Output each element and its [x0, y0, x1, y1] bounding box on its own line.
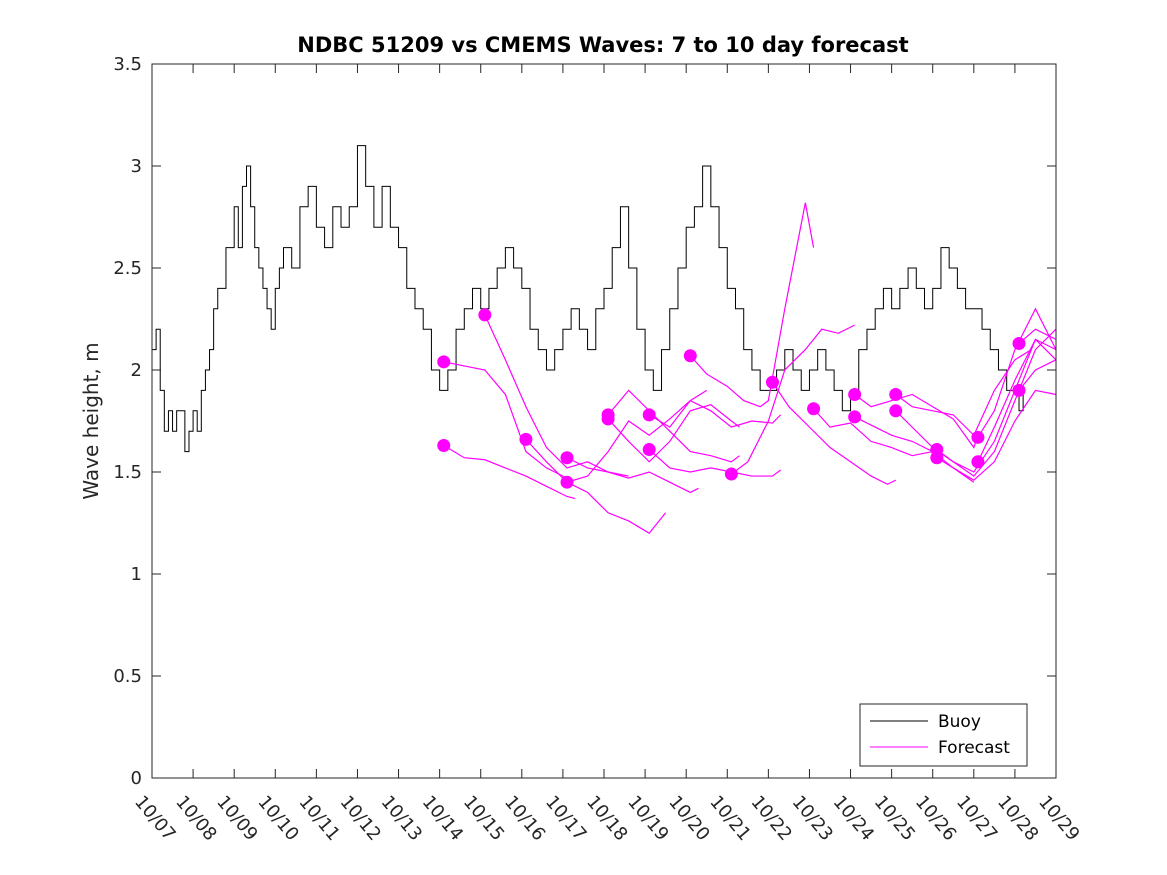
x-tick-label: 10/17: [541, 792, 590, 845]
forecast-line: [895, 349, 1032, 437]
y-axis-label: Wave height, m: [79, 342, 103, 499]
forecast-start-marker: [642, 408, 656, 422]
legend: Buoy Forecast: [859, 703, 1028, 767]
forecast-start-marker: [889, 387, 903, 401]
x-tick-label: 10/22: [747, 792, 796, 845]
forecast-line: [443, 361, 568, 479]
legend-buoy-label: Buoy: [938, 712, 981, 732]
forecast-line: [977, 307, 1057, 438]
y-tick-label: 1.5: [113, 462, 142, 483]
forecast-start-marker: [478, 308, 492, 322]
forecast-start-marker: [724, 467, 738, 481]
x-tick-label: 10/15: [459, 792, 508, 845]
forecast-start-marker: [971, 455, 985, 469]
forecast-start-marker: [560, 475, 574, 489]
x-tick-label: 10/11: [295, 792, 344, 845]
forecast-line: [566, 457, 699, 494]
forecast-start-marker: [971, 430, 985, 444]
y-tick-label: 0.5: [113, 666, 142, 687]
forecast-start-marker: [642, 443, 656, 457]
x-tick-label: 10/16: [500, 792, 549, 845]
forecast-start-marker: [519, 432, 533, 446]
x-tick-label: 10/29: [1034, 792, 1083, 845]
x-tick-label: 10/28: [993, 792, 1042, 845]
forecast-start-marker: [848, 387, 862, 401]
forecast-line: [936, 389, 1057, 481]
forecast-start-marker: [1012, 336, 1026, 350]
y-tick-label: 3.5: [113, 54, 142, 75]
forecast-line: [607, 404, 740, 463]
forecast-line: [648, 449, 782, 477]
forecast-line: [977, 338, 1057, 463]
y-tick-label: 1: [131, 564, 142, 585]
forecast-start-marker: [930, 451, 944, 465]
forecast-line: [484, 314, 629, 477]
forecast-start-marker: [683, 349, 697, 363]
y-tick-label: 0: [131, 768, 142, 789]
x-tick-label: 10/12: [336, 792, 385, 845]
x-tick-label: 10/10: [253, 792, 302, 845]
buoy-line: [152, 145, 1024, 453]
forecast-line: [525, 438, 667, 534]
x-tick-label: 10/19: [623, 792, 672, 845]
forecast-line: [854, 393, 979, 449]
forecast-start-marker: [1012, 383, 1026, 397]
forecast-start-marker: [437, 438, 451, 452]
forecast-line: [731, 324, 855, 475]
forecast-line: [895, 338, 1057, 473]
forecast-line: [648, 399, 782, 428]
y-axis: 0 0.5 1 1.5 2 2.5 3 3.5: [113, 54, 1056, 789]
x-tick-label: 10/14: [418, 792, 467, 845]
forecast-line: [566, 389, 708, 483]
x-tick-label: 10/25: [870, 792, 919, 845]
forecast-line: [813, 408, 942, 457]
x-tick-label: 10/09: [212, 792, 261, 845]
forecast-line: [689, 202, 815, 408]
y-tick-label: 2: [131, 360, 142, 381]
x-tick-label: 10/27: [952, 792, 1001, 845]
forecast-line: [443, 444, 576, 500]
buoy-series: [152, 145, 1024, 453]
forecast-start-marker: [889, 404, 903, 418]
legend-box: [859, 703, 1028, 767]
x-tick-label: 10/20: [664, 792, 713, 845]
chart-title: NDBC 51209 vs CMEMS Waves: 7 to 10 day f…: [297, 33, 908, 57]
forecast-start-marker: [601, 412, 615, 426]
x-tick-label: 10/08: [171, 792, 220, 845]
forecast-series-group: [437, 202, 1057, 534]
forecast-start-marker: [848, 410, 862, 424]
x-tick-label: 10/23: [788, 792, 837, 845]
y-tick-label: 3: [131, 156, 142, 177]
forecast-line: [936, 328, 1057, 477]
forecast-line: [607, 389, 740, 463]
forecast-line: [1018, 359, 1057, 391]
forecast-line: [771, 381, 897, 485]
forecast-start-marker: [765, 375, 779, 389]
x-tick-label: 10/24: [829, 792, 878, 845]
forecast-start-marker: [437, 355, 451, 369]
forecast-line: [854, 416, 975, 483]
legend-forecast-label: Forecast: [938, 738, 1010, 758]
y-tick-label: 2.5: [113, 258, 142, 279]
forecast-start-marker: [807, 402, 821, 416]
x-tick-label: 10/18: [582, 792, 631, 845]
forecast-start-marker: [560, 451, 574, 465]
x-tick-label: 10/07: [130, 792, 179, 845]
x-tick-label: 10/13: [377, 792, 426, 845]
forecast-line: [1018, 328, 1057, 344]
x-tick-label: 10/21: [705, 792, 754, 845]
x-tick-label: 10/26: [911, 792, 960, 845]
